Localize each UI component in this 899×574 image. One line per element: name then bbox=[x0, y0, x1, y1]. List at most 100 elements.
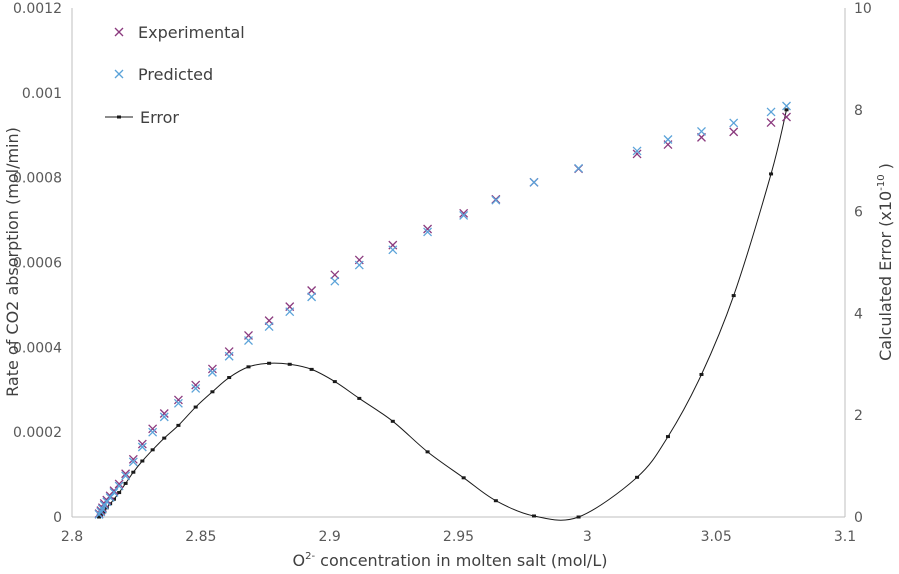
predicted-point bbox=[423, 227, 433, 237]
error-point bbox=[193, 405, 198, 409]
predicted-point bbox=[114, 481, 124, 491]
y-tick-label: 0.0008 bbox=[13, 171, 62, 187]
experimental-point bbox=[148, 424, 158, 434]
error-point bbox=[210, 390, 215, 394]
legend-error-marker bbox=[117, 115, 121, 119]
error-point bbox=[123, 481, 128, 485]
predicted-point bbox=[330, 276, 340, 286]
predicted-point bbox=[766, 107, 776, 117]
legend-experimental-marker bbox=[114, 27, 124, 37]
y-tick-label: 0.001 bbox=[22, 86, 62, 102]
predicted-point bbox=[173, 398, 183, 408]
predicted-point bbox=[388, 245, 398, 255]
legend-item-error: Error bbox=[105, 108, 179, 127]
error-series bbox=[97, 108, 789, 521]
x-tick-label: 2.8 bbox=[61, 529, 83, 545]
legend-item-predicted: Predicted bbox=[114, 65, 213, 84]
predicted-point bbox=[285, 307, 295, 317]
predicted-point bbox=[191, 384, 201, 393]
error-point bbox=[162, 436, 167, 440]
experimental-series bbox=[94, 112, 791, 519]
experimental-point bbox=[114, 479, 124, 489]
error-point bbox=[425, 450, 430, 454]
experimental-point bbox=[307, 286, 317, 295]
experimental-point bbox=[388, 240, 398, 250]
predicted-point bbox=[148, 427, 158, 437]
error-point bbox=[102, 510, 107, 514]
predicted-point bbox=[307, 292, 317, 302]
legend-experimental-x bbox=[114, 27, 124, 37]
experimental-point bbox=[782, 112, 791, 122]
error-point bbox=[131, 470, 136, 474]
legend-item-experimental: Experimental bbox=[114, 23, 245, 42]
predicted-point bbox=[244, 336, 253, 346]
predicted-point bbox=[697, 126, 706, 136]
y2-tick-label: 4 bbox=[854, 306, 863, 322]
error-point bbox=[531, 514, 536, 518]
y-tick-label: 0.0004 bbox=[13, 340, 62, 356]
error-point bbox=[665, 435, 670, 439]
error-point bbox=[731, 294, 736, 298]
experimental-point bbox=[423, 224, 433, 234]
y-tick-label: 0 bbox=[53, 510, 62, 526]
x-tick-label: 3 bbox=[583, 529, 592, 545]
predicted-point bbox=[459, 210, 469, 220]
error-point bbox=[117, 491, 122, 495]
error-point bbox=[461, 476, 466, 480]
error-point bbox=[332, 380, 337, 384]
error-point bbox=[493, 499, 498, 503]
predicted-point bbox=[663, 135, 673, 144]
experimental-point bbox=[159, 409, 169, 418]
error-point bbox=[635, 475, 640, 479]
error-point bbox=[140, 459, 145, 463]
y2-tick-labels: 0 2 4 6 8 10 bbox=[854, 1, 872, 526]
predicted-point bbox=[574, 163, 584, 173]
error-point bbox=[390, 419, 395, 423]
experimental-point bbox=[121, 469, 131, 479]
x-axis-title: O2- concentration in molten salt (mol/L) bbox=[293, 551, 608, 570]
y2-tick-label: 8 bbox=[854, 103, 863, 119]
predicted-point bbox=[729, 118, 739, 128]
y-tick-label: 0.0006 bbox=[13, 256, 62, 272]
predicted-point bbox=[207, 367, 217, 377]
y-tick-label: 0.0012 bbox=[13, 1, 62, 17]
error-series-line bbox=[98, 109, 787, 521]
error-point bbox=[97, 515, 102, 519]
y2-tick-label: 6 bbox=[854, 205, 863, 221]
error-point bbox=[309, 367, 314, 371]
y2-tick-label: 10 bbox=[854, 1, 872, 17]
predicted-point bbox=[109, 487, 119, 497]
error-point bbox=[576, 515, 581, 519]
error-point bbox=[357, 396, 362, 400]
predicted-point bbox=[491, 195, 501, 205]
experimental-point bbox=[330, 270, 340, 280]
error-point bbox=[699, 372, 704, 376]
error-point bbox=[784, 108, 789, 112]
x-tick-label: 2.85 bbox=[185, 529, 216, 545]
y-tick-labels: 0 0.0002 0.0004 0.0006 0.0008 0.001 0.0012 bbox=[13, 1, 62, 526]
error-point bbox=[267, 361, 272, 365]
error-point bbox=[227, 376, 232, 380]
legend-predicted-label: Predicted bbox=[138, 65, 213, 84]
experimental-point bbox=[137, 439, 147, 449]
predicted-point bbox=[354, 260, 364, 270]
predicted-point bbox=[632, 146, 642, 156]
predicted-series bbox=[94, 101, 791, 519]
predicted-point bbox=[159, 412, 169, 422]
error-point bbox=[176, 423, 181, 427]
predicted-point bbox=[264, 322, 274, 332]
error-point bbox=[150, 448, 155, 452]
experimental-point bbox=[459, 208, 469, 218]
predicted-point bbox=[105, 493, 115, 502]
x-tick-labels: 2.8 2.85 2.9 2.95 3 3.05 3.1 bbox=[61, 529, 856, 545]
legend-predicted-marker bbox=[114, 69, 124, 79]
legend-error-label: Error bbox=[140, 108, 179, 127]
predicted-point bbox=[137, 442, 147, 452]
error-point bbox=[769, 172, 774, 176]
predicted-point bbox=[782, 101, 791, 111]
predicted-point bbox=[224, 351, 234, 361]
predicted-point bbox=[128, 457, 138, 467]
experimental-point bbox=[191, 380, 201, 390]
x-tick-label: 3.1 bbox=[834, 529, 856, 545]
experimental-point bbox=[207, 364, 217, 374]
